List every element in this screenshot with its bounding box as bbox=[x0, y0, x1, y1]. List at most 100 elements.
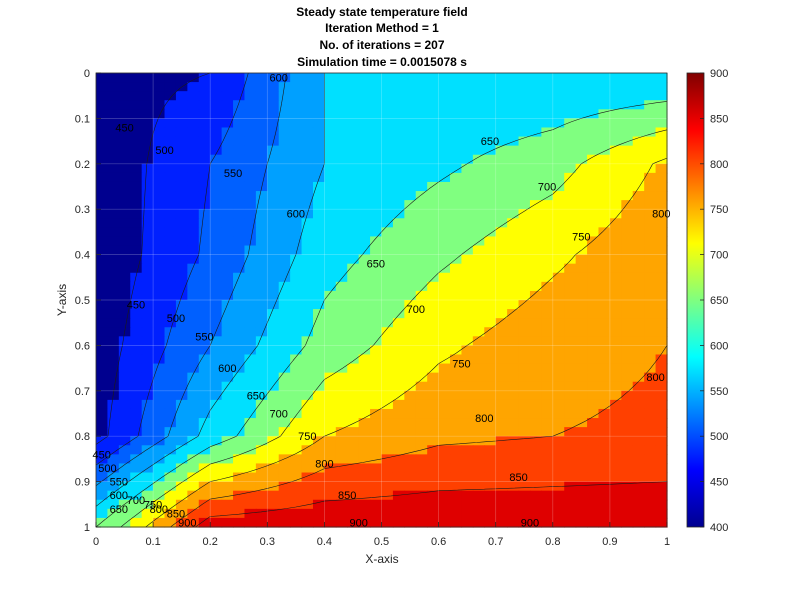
contour-cell bbox=[415, 118, 428, 129]
contour-cell bbox=[312, 454, 325, 465]
contour-cell bbox=[415, 127, 428, 138]
contour-cell bbox=[427, 345, 440, 356]
contour-cell bbox=[484, 363, 497, 374]
contour-cell bbox=[118, 290, 131, 301]
contour-cell bbox=[575, 73, 588, 83]
contour-cell bbox=[529, 481, 542, 492]
contour-cell bbox=[564, 354, 577, 365]
contour-cell bbox=[324, 154, 337, 165]
contour-cell bbox=[370, 390, 383, 401]
contour-cell bbox=[427, 463, 440, 474]
contour-cell bbox=[381, 427, 394, 437]
contour-cell bbox=[621, 245, 634, 256]
contour-cell bbox=[472, 481, 485, 492]
contour-cell bbox=[518, 381, 531, 392]
contour-cell bbox=[358, 154, 371, 165]
contour-cell bbox=[233, 472, 246, 483]
contour-cell bbox=[118, 263, 131, 274]
contour-cell bbox=[255, 463, 268, 474]
contour-cell bbox=[472, 200, 485, 210]
contour-cell bbox=[564, 418, 577, 428]
contour-cell bbox=[335, 263, 348, 274]
contour-cell bbox=[609, 427, 622, 437]
contour-cell bbox=[632, 227, 645, 238]
contour-cell bbox=[564, 300, 577, 310]
contour-cell bbox=[575, 300, 588, 310]
contour-label: 450 bbox=[127, 300, 145, 312]
contour-cell bbox=[107, 300, 120, 310]
contour-cell bbox=[312, 354, 325, 365]
contour-cell bbox=[655, 263, 668, 274]
contour-cell bbox=[621, 318, 634, 328]
contour-cell bbox=[244, 154, 257, 165]
contour-cell bbox=[290, 191, 303, 201]
contour-cell bbox=[655, 427, 668, 437]
contour-cell bbox=[335, 508, 348, 519]
contour-cell bbox=[564, 372, 577, 383]
contour-cell bbox=[552, 236, 565, 247]
contour-cell bbox=[290, 227, 303, 238]
contour-cell bbox=[404, 372, 417, 383]
contour-cell bbox=[198, 408, 211, 419]
contour-cell bbox=[96, 91, 109, 101]
contour-cell bbox=[507, 354, 520, 365]
contour-cell bbox=[541, 172, 554, 183]
contour-cell bbox=[370, 363, 383, 374]
contour-cell bbox=[438, 236, 451, 247]
contour-cell bbox=[575, 118, 588, 129]
contour-cell bbox=[324, 454, 337, 465]
contour-cell bbox=[233, 100, 246, 110]
contour-cell bbox=[175, 463, 188, 474]
contour-cell bbox=[347, 445, 360, 455]
contour-cell bbox=[290, 354, 303, 365]
contour-cell bbox=[381, 136, 394, 147]
contour-cell bbox=[621, 118, 634, 129]
contour-cell bbox=[587, 454, 600, 465]
contour-cell bbox=[255, 318, 268, 328]
contour-cell bbox=[609, 200, 622, 210]
contour-cell bbox=[415, 272, 428, 283]
contour-cell bbox=[290, 427, 303, 437]
contour-cell bbox=[495, 381, 508, 392]
contour-cell bbox=[598, 517, 611, 528]
contour-cell bbox=[312, 127, 325, 138]
contour-cell bbox=[472, 218, 485, 228]
contour-cell bbox=[655, 354, 668, 365]
contour-cell bbox=[495, 209, 508, 219]
contour-cell bbox=[164, 499, 177, 510]
contour-cell bbox=[461, 109, 474, 119]
contour-cell bbox=[347, 172, 360, 183]
contour-cell bbox=[198, 290, 211, 301]
contour-cell bbox=[244, 436, 257, 446]
contour-cell bbox=[472, 336, 485, 346]
contour-cell bbox=[575, 309, 588, 319]
contour-cell bbox=[324, 172, 337, 183]
contour-cell bbox=[564, 200, 577, 210]
contour-cell bbox=[552, 354, 565, 365]
contour-cell bbox=[335, 300, 348, 310]
contour-cell bbox=[130, 109, 143, 119]
contour-cell bbox=[598, 390, 611, 401]
contour-cell bbox=[484, 281, 497, 292]
contour-cell bbox=[175, 381, 188, 392]
contour-cell bbox=[118, 163, 131, 174]
contour-cell bbox=[507, 181, 520, 192]
contour-cell bbox=[96, 227, 109, 238]
contour-cell bbox=[301, 290, 314, 301]
contour-cell bbox=[358, 109, 371, 119]
contour-cell bbox=[370, 499, 383, 510]
contour-cell bbox=[518, 309, 531, 319]
y-tick-label: 0.5 bbox=[75, 295, 90, 307]
contour-cell bbox=[221, 499, 234, 510]
contour-cell bbox=[267, 490, 280, 501]
contour-cell bbox=[392, 272, 405, 283]
contour-cell bbox=[244, 281, 257, 292]
contour-cell bbox=[210, 227, 223, 238]
contour-cell bbox=[210, 436, 223, 446]
contour-cell bbox=[221, 163, 234, 174]
contour-cell bbox=[381, 381, 394, 392]
contour-cell bbox=[552, 136, 565, 147]
contour-cell bbox=[164, 445, 177, 455]
contour-cell bbox=[118, 91, 131, 101]
contour-cell bbox=[450, 82, 463, 92]
